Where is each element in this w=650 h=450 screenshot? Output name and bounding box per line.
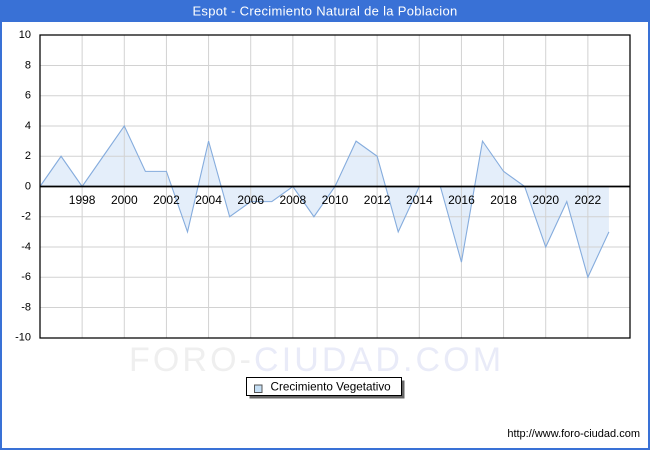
svg-text:2008: 2008 — [280, 193, 307, 207]
svg-text:2020: 2020 — [532, 193, 559, 207]
svg-text:-2: -2 — [21, 211, 31, 223]
svg-text:Espot - Crecimiento Natural de: Espot - Crecimiento Natural de la Poblac… — [192, 4, 457, 19]
svg-text:1998: 1998 — [69, 193, 96, 207]
svg-text:2022: 2022 — [575, 193, 602, 207]
svg-text:2006: 2006 — [237, 193, 264, 207]
svg-text:-8: -8 — [21, 301, 31, 313]
svg-text:4: 4 — [25, 120, 31, 132]
svg-text:2004: 2004 — [195, 193, 222, 207]
svg-text:-4: -4 — [21, 241, 31, 253]
svg-text:2014: 2014 — [406, 193, 433, 207]
svg-text:FORO-CIUDAD.COM: FORO-CIUDAD.COM — [129, 341, 504, 379]
svg-text:Crecimiento Vegetativo: Crecimiento Vegetativo — [271, 381, 392, 394]
svg-text:2018: 2018 — [490, 193, 517, 207]
svg-text:-10: -10 — [15, 332, 31, 344]
svg-text:8: 8 — [25, 59, 31, 71]
svg-text:2002: 2002 — [153, 193, 180, 207]
svg-text:http://www.foro-ciudad.com: http://www.foro-ciudad.com — [507, 428, 640, 440]
svg-text:2012: 2012 — [364, 193, 391, 207]
svg-text:6: 6 — [25, 90, 31, 102]
svg-text:-6: -6 — [21, 271, 31, 283]
svg-text:10: 10 — [19, 29, 31, 41]
svg-text:2000: 2000 — [111, 193, 138, 207]
svg-text:2010: 2010 — [322, 193, 349, 207]
svg-text:2: 2 — [25, 150, 31, 162]
svg-text:0: 0 — [25, 180, 31, 192]
svg-text:2016: 2016 — [448, 193, 475, 207]
